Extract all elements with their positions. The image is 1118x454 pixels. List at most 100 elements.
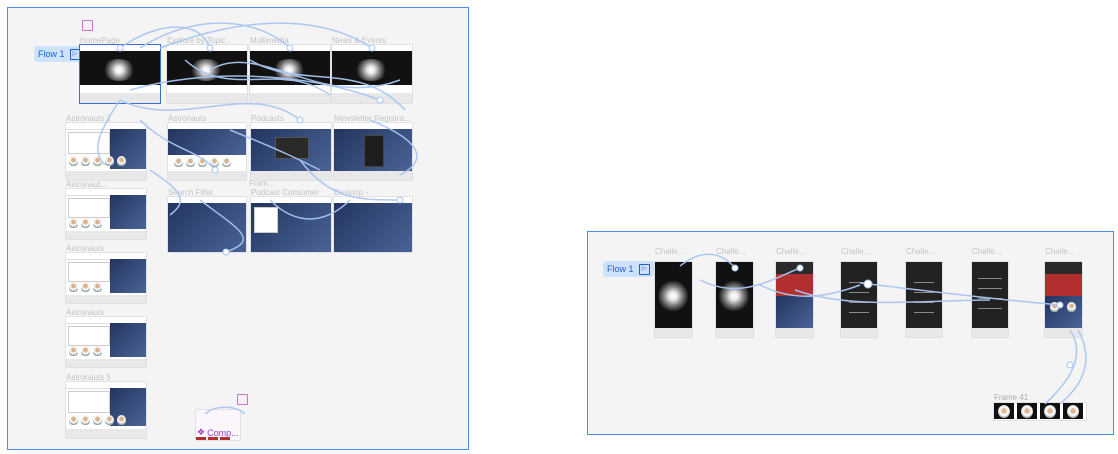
frame-footer: [66, 171, 146, 180]
menu-item: [978, 288, 1002, 289]
body-panel: [1045, 296, 1082, 328]
mobile-frame-2[interactable]: [716, 262, 753, 337]
frame-footer: [776, 328, 813, 337]
play-icon: ▷: [69, 48, 81, 60]
astronaut-image: [81, 346, 90, 356]
frame-astronauts[interactable]: [168, 123, 246, 180]
body-panel: [776, 296, 813, 328]
frame-astronauts-r4[interactable]: [66, 253, 146, 303]
frame-astronauts-r5[interactable]: [66, 317, 146, 367]
frame-label-search: Search Filter: [168, 188, 214, 197]
frame-header: [66, 189, 146, 196]
mobile-frame-7[interactable]: [1045, 262, 1082, 337]
launch-image: [354, 59, 388, 81]
frame-top: [776, 262, 813, 274]
mobile-label-2: Challe...: [716, 247, 746, 256]
launch-image: [719, 280, 749, 312]
hero-panel: [168, 203, 246, 252]
frame-label-astronauts-r5: Astronauts: [66, 308, 105, 317]
menu-item: [914, 312, 934, 313]
menu-item: [978, 308, 1002, 309]
frame-header: [66, 253, 146, 260]
side-panel: [110, 195, 146, 229]
launch-image: [189, 59, 223, 81]
side-panel: [110, 129, 146, 169]
astronaut-portrait: [994, 403, 1014, 419]
newsletter-form: [364, 135, 384, 167]
frame-podcasts[interactable]: [251, 123, 331, 180]
astronaut-image: [69, 415, 78, 425]
mobile-label-3: Challe...: [776, 247, 806, 256]
menu-item: [849, 302, 869, 303]
astronaut-image: [69, 282, 78, 292]
astronaut-image: [69, 156, 78, 166]
astronaut-image: [105, 156, 114, 166]
launch-image: [102, 59, 136, 81]
component-label[interactable]: ❖ Comp...: [197, 427, 239, 438]
mobile-frame-4[interactable]: [841, 262, 877, 337]
astronaut-portrait: [1063, 403, 1083, 419]
mobile-frame-3[interactable]: [776, 262, 813, 337]
play-icon: ▷: [638, 263, 650, 275]
podcast-card: [275, 137, 309, 159]
frame-footer: [334, 171, 412, 180]
frame-search[interactable]: [168, 197, 246, 252]
menu-item: [849, 282, 869, 283]
mobile-label-4: Challe...: [841, 247, 871, 256]
frame-astronauts-r3[interactable]: [66, 189, 146, 239]
flow-start-button-left[interactable]: Flow 1 ▷: [34, 46, 85, 62]
frame-footer: [66, 359, 146, 367]
component-variant: [220, 437, 230, 440]
frame-footer: [66, 429, 146, 438]
frame-header: [66, 317, 146, 324]
component-set[interactable]: [196, 410, 240, 440]
flow-label: Flow 1: [607, 264, 634, 274]
astronaut-image: [198, 157, 207, 167]
astronaut-image: [1067, 302, 1076, 312]
frame-label-astronauts5: Astronauts 5: [66, 373, 111, 382]
astronaut-image: [93, 156, 102, 166]
frame-label-explore: Explore by Topic: [167, 36, 226, 45]
frame-footer: [66, 295, 146, 303]
frame-newsletter[interactable]: [334, 123, 412, 180]
menu-panel: [906, 262, 942, 328]
flow-start-button-right[interactable]: Flow 1 ▷: [603, 261, 654, 277]
frame41-label: Frame 41: [994, 393, 1029, 402]
mobile-frame-1[interactable]: [655, 262, 692, 337]
frame-astronauts1[interactable]: [66, 123, 146, 180]
frame-footer: [716, 328, 753, 337]
frame-footer: [168, 171, 246, 180]
mobile-label-5: Challe...: [906, 247, 936, 256]
component-icon-bottom[interactable]: [237, 394, 248, 405]
astronaut-image: [174, 157, 183, 167]
frame-footer: [972, 328, 1008, 337]
mobile-frame-5[interactable]: [906, 262, 942, 337]
side-panel: [110, 323, 146, 357]
frame-footer: [250, 93, 330, 103]
frame-label-homepage: HomePage: [80, 36, 121, 45]
menu-item: [849, 312, 869, 313]
frame-news[interactable]: [332, 45, 412, 103]
astronaut-image: [81, 282, 90, 292]
frame-homepage[interactable]: [80, 45, 160, 103]
astronaut-image: [93, 415, 102, 425]
frame-footer: [1045, 328, 1082, 337]
frame41[interactable]: [994, 403, 1086, 420]
frame-podcast-consumer[interactable]: [251, 197, 331, 252]
text-panel: [68, 326, 110, 346]
astronaut-portrait: [1040, 403, 1060, 419]
menu-item: [914, 302, 934, 303]
menu-band: [1045, 274, 1082, 296]
astronaut-image: [81, 415, 90, 425]
frame-label-podcasts: Podcasts: [251, 114, 284, 123]
component-icon-top[interactable]: [82, 20, 93, 31]
frame-desktop[interactable]: [334, 197, 412, 252]
side-panel: [110, 259, 146, 293]
frame-label-newsletter: Newsletter Registra...: [334, 114, 411, 123]
frame-astronauts5[interactable]: [66, 382, 146, 438]
mobile-frame-6[interactable]: [972, 262, 1008, 337]
frame-footer: [167, 93, 247, 103]
frame-explore[interactable]: [167, 45, 247, 103]
frame-multimedia[interactable]: [250, 45, 330, 103]
launch-image: [658, 280, 688, 312]
